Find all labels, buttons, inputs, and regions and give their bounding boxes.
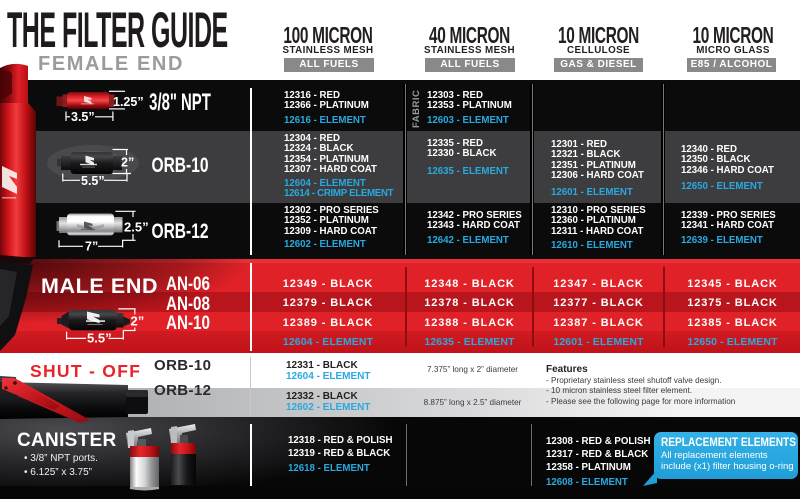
svg-text:3.5”: 3.5” — [71, 110, 95, 124]
svg-text:2”: 2” — [131, 314, 145, 329]
svg-text:5.5”: 5.5” — [87, 331, 112, 346]
svg-text:5.5”: 5.5” — [81, 174, 105, 188]
svg-text:1.25”: 1.25” — [113, 95, 144, 109]
svg-text:2”: 2” — [121, 156, 134, 170]
svg-text:2.5”: 2.5” — [124, 220, 149, 235]
svg-text:7”: 7” — [85, 240, 98, 254]
